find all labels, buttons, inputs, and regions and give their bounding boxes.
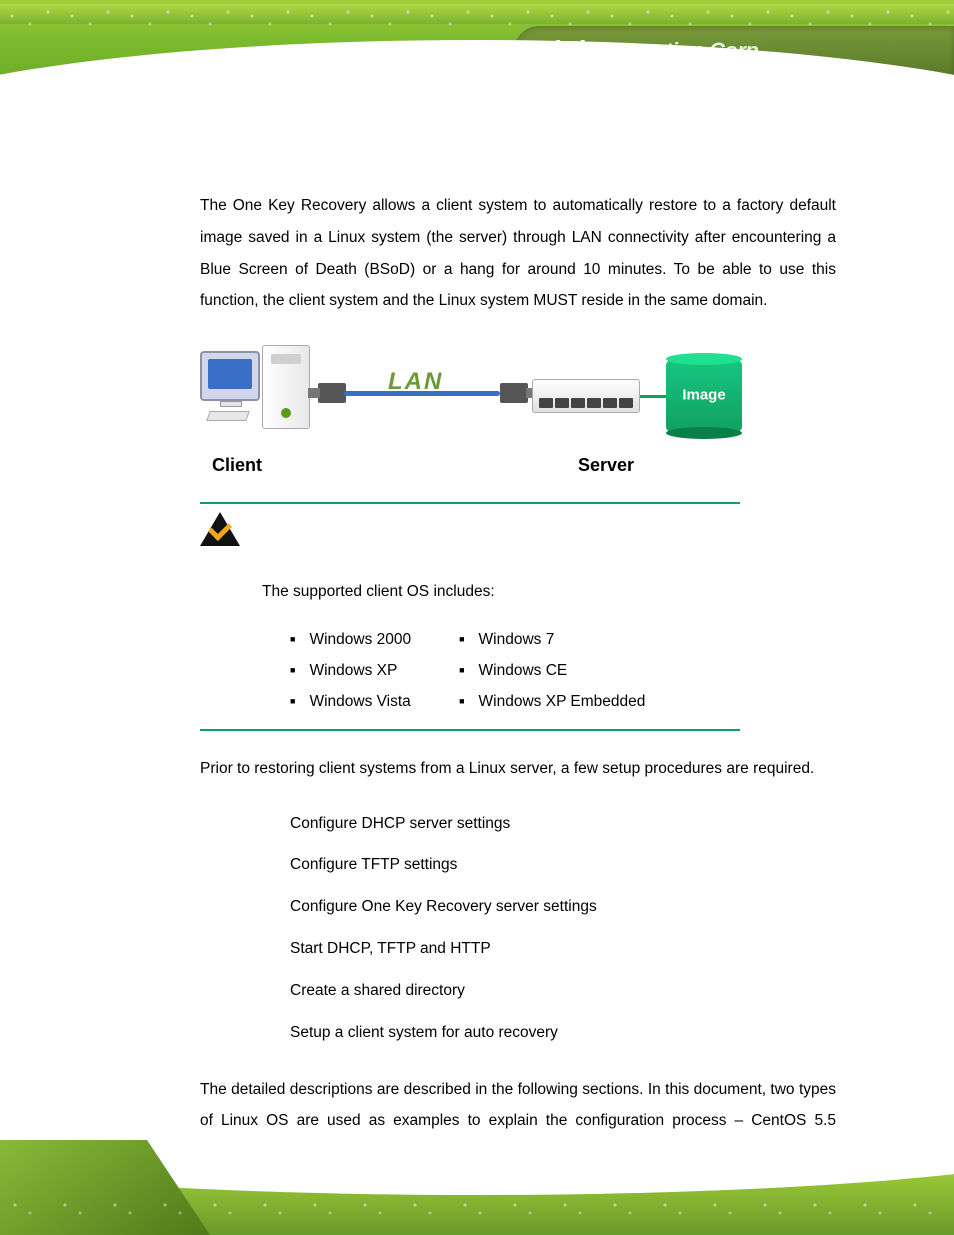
image-label: Image [682, 381, 725, 412]
os-list-left: Windows 2000 Windows XP Windows Vista [290, 624, 411, 717]
network-diagram: Client LAN Server Image [200, 339, 740, 484]
os-item: Windows 7 [459, 624, 645, 655]
os-list-right: Windows 7 Windows CE Windows XP Embedded [459, 624, 645, 717]
os-item: Windows XP Embedded [459, 686, 645, 717]
os-item: Windows 2000 [290, 624, 411, 655]
os-item: Windows XP [290, 655, 411, 686]
os-item: Windows CE [459, 655, 645, 686]
intro-paragraph: The One Key Recovery allows a client sys… [200, 190, 836, 317]
client-label: Client [212, 447, 262, 484]
setup-steps-list: Configure DHCP server settings Configure… [290, 803, 836, 1054]
os-columns: Windows 2000 Windows XP Windows Vista Wi… [290, 624, 836, 717]
procedure-intro: Prior to restoring client systems from a… [200, 753, 836, 785]
page-content: The One Key Recovery allows a client sys… [0, 130, 954, 1169]
note-divider-top [200, 502, 740, 504]
database-icon: Image [666, 359, 742, 433]
switch-db-link [640, 395, 666, 398]
note-divider-bottom [200, 729, 740, 731]
step-item: Configure One Key Recovery server settin… [290, 886, 836, 928]
note-intro-text: The supported client OS includes: [262, 576, 836, 608]
switch-icon [532, 379, 640, 413]
server-label: Server [578, 447, 634, 484]
step-item: Setup a client system for auto recovery [290, 1012, 836, 1054]
page-header: iEi Integration Corp. [0, 0, 954, 130]
step-item: Start DHCP, TFTP and HTTP [290, 928, 836, 970]
plug-right-icon [500, 383, 528, 403]
footer-dots [0, 1185, 954, 1235]
step-item: Create a shared directory [290, 970, 836, 1012]
step-item: Configure TFTP settings [290, 844, 836, 886]
lan-label: LAN [388, 357, 443, 406]
plug-left-icon [318, 383, 346, 403]
step-item: Configure DHCP server settings [290, 803, 836, 845]
page-footer [0, 1140, 954, 1235]
checkmark-note-icon [200, 512, 240, 548]
os-item: Windows Vista [290, 686, 411, 717]
